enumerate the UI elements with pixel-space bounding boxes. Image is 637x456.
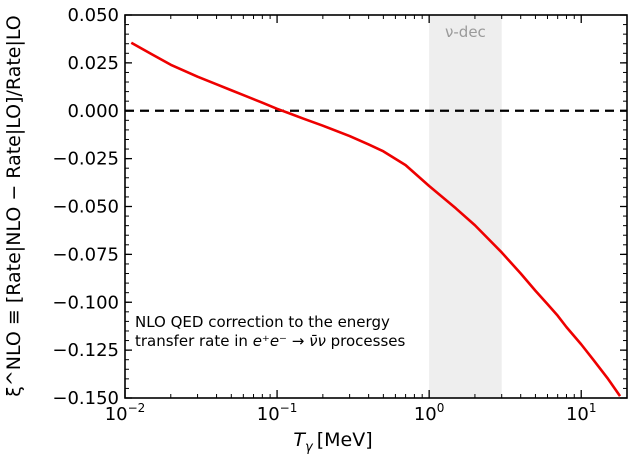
- plot-background: [125, 15, 627, 398]
- x-tick-label: 101: [566, 401, 597, 425]
- x-tick-label: 100: [414, 401, 445, 425]
- shaded-region-label: ν-dec: [445, 23, 486, 41]
- y-tick-label: −0.100: [52, 292, 119, 313]
- shaded-region: [429, 15, 502, 398]
- x-tick-label: 10−2: [105, 401, 146, 425]
- y-tick-label: 0.025: [67, 53, 119, 74]
- series-layer: [130, 41, 622, 397]
- y-axis-title: ξ^NLO ≡ [Rate|NLO − Rate|LO]/Rate|LO: [3, 15, 25, 397]
- y-tick-label: −0.075: [52, 244, 119, 265]
- x-axis-title: Tγ [MeV]: [293, 429, 372, 455]
- x-axis-subscript: γ: [305, 440, 314, 455]
- y-tick-label: 0.000: [67, 101, 119, 122]
- annotation-line-1: NLO QED correction to the energy: [135, 313, 390, 331]
- annotation-line-2-suffix: processes: [326, 332, 406, 350]
- x-axis-unit: [MeV]: [317, 429, 373, 451]
- x-tick-label: 10−1: [257, 401, 298, 425]
- y-tick-label: −0.025: [52, 149, 119, 170]
- annotation-line-2-prefix: transfer rate in: [135, 332, 253, 350]
- annotation-line-2: transfer rate in e⁺e⁻ → ν̄ν processes: [135, 332, 405, 350]
- tick-label-layer: 0.050 0.025 0.000 −0.025 −0.050 −0.075 −0.100 −…: [52, 5, 596, 425]
- tick-layer: [124, 14, 628, 399]
- annotation-box: NLO QED correction to the energy transfe…: [135, 313, 405, 350]
- x-axis-symbol: T: [293, 429, 306, 451]
- annotation-reaction: e⁺e⁻ → ν̄ν: [253, 332, 326, 350]
- y-tick-label: −0.150: [52, 388, 119, 409]
- shaded-region-layer: ν-dec: [429, 15, 502, 398]
- y-tick-label: −0.050: [52, 197, 119, 218]
- y-tick-label: −0.125: [52, 340, 119, 361]
- y-tick-label: 0.050: [67, 5, 119, 26]
- series-line-0: [130, 41, 622, 397]
